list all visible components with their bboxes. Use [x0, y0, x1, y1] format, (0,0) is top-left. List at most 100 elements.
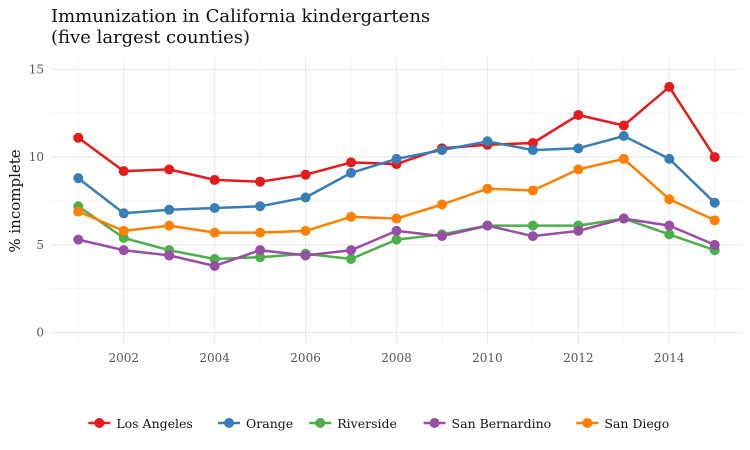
data-point-orange	[664, 153, 675, 164]
data-point-orange	[300, 192, 311, 203]
data-point-los-angeles	[255, 176, 266, 187]
data-point-riverside	[255, 252, 266, 263]
x-tick-label: 2004	[199, 351, 230, 365]
legend-item-riverside: Riverside	[309, 416, 397, 431]
y-tick-label: 15	[29, 62, 44, 76]
data-point-los-angeles	[209, 174, 220, 185]
data-point-orange	[391, 153, 402, 164]
legend-key-point	[224, 418, 235, 428]
data-point-orange	[573, 143, 584, 154]
y-axis-label: % incomplete	[6, 149, 24, 252]
legend-label: Orange	[246, 416, 293, 431]
data-point-los-angeles	[118, 166, 129, 177]
data-point-san-diego	[209, 227, 220, 238]
legend-key-point	[315, 418, 326, 428]
data-point-los-angeles	[346, 157, 357, 168]
data-point-san-diego	[709, 215, 720, 226]
data-point-riverside	[527, 220, 538, 231]
y-tick-label: 0	[36, 326, 44, 340]
x-tick-label: 2012	[563, 351, 594, 365]
data-point-san-bernardino	[527, 231, 538, 242]
legend-label: Riverside	[337, 416, 397, 431]
x-tick-label: 2002	[108, 351, 139, 365]
data-point-orange	[482, 136, 493, 147]
data-point-san-bernardino	[391, 225, 402, 236]
data-point-orange	[527, 145, 538, 156]
data-point-orange	[73, 173, 84, 184]
data-point-san-bernardino	[300, 250, 311, 261]
data-point-san-diego	[164, 220, 175, 231]
y-tick-label: 5	[36, 238, 44, 252]
x-axis-ticks: 2002 2004 2006 2008 2010 2012 2014	[108, 351, 684, 365]
x-tick-label: 2010	[472, 351, 503, 365]
legend-item-orange: Orange	[218, 416, 293, 431]
chart-subtitle: (five largest counties)	[51, 27, 250, 48]
data-point-san-bernardino	[482, 220, 493, 231]
y-axis-ticks: 0 5 10 15	[29, 62, 44, 339]
data-point-san-bernardino	[664, 220, 675, 231]
data-point-orange	[709, 197, 720, 208]
legend-key-point	[582, 418, 593, 428]
chart-title: Immunization in California kindergartens	[51, 6, 430, 27]
data-point-riverside	[118, 232, 129, 243]
data-point-los-angeles	[73, 132, 84, 143]
series-san-bernardino	[73, 213, 720, 271]
data-point-san-bernardino	[346, 245, 357, 256]
legend-item-san-diego: San Diego	[576, 416, 669, 431]
data-point-san-diego	[527, 185, 538, 196]
data-point-los-angeles	[664, 81, 675, 92]
data-point-los-angeles	[300, 169, 311, 180]
data-point-san-bernardino	[436, 231, 447, 242]
data-point-san-diego	[255, 227, 266, 238]
y-tick-label: 10	[29, 150, 44, 164]
data-point-san-diego	[391, 213, 402, 224]
data-point-los-angeles	[709, 152, 720, 163]
data-point-san-bernardino	[73, 234, 84, 245]
series-orange	[73, 131, 720, 219]
data-point-orange	[618, 131, 629, 142]
data-point-san-bernardino	[255, 245, 266, 256]
data-point-san-bernardino	[573, 225, 584, 236]
data-point-los-angeles	[618, 120, 629, 131]
data-point-riverside	[391, 234, 402, 245]
data-point-san-diego	[573, 164, 584, 175]
series-san-diego	[73, 153, 720, 238]
data-point-san-diego	[664, 194, 675, 205]
data-point-los-angeles	[164, 164, 175, 175]
legend: Los Angeles Orange Riverside San Bernardino…	[88, 416, 669, 431]
data-point-san-diego	[118, 225, 129, 236]
data-point-riverside	[346, 253, 357, 264]
data-point-orange	[346, 167, 357, 178]
legend-key-point	[429, 418, 440, 428]
series-layer	[73, 81, 720, 271]
x-tick-label: 2008	[381, 351, 412, 365]
data-point-san-diego	[300, 225, 311, 236]
data-point-orange	[209, 203, 220, 214]
legend-item-los-angeles: Los Angeles	[88, 416, 193, 431]
data-point-san-bernardino	[164, 250, 175, 261]
data-point-los-angeles	[527, 138, 538, 149]
data-point-san-diego	[436, 199, 447, 210]
data-point-san-diego	[73, 206, 84, 217]
data-point-san-bernardino	[618, 213, 629, 224]
x-tick-label: 2006	[290, 351, 321, 365]
data-point-riverside	[209, 253, 220, 264]
legend-key-point	[94, 418, 105, 428]
legend-label: San Diego	[604, 416, 669, 431]
legend-label: Los Angeles	[116, 416, 193, 431]
legend-label: San Bernardino	[452, 416, 552, 431]
data-point-san-bernardino	[209, 260, 220, 271]
data-point-riverside	[664, 229, 675, 240]
data-point-san-bernardino	[709, 239, 720, 250]
data-point-san-diego	[482, 183, 493, 194]
data-point-san-diego	[618, 153, 629, 164]
legend-item-san-bernardino: San Bernardino	[423, 416, 552, 431]
data-point-orange	[436, 145, 447, 156]
data-point-san-diego	[346, 211, 357, 222]
data-point-los-angeles	[573, 109, 584, 120]
data-point-orange	[255, 201, 266, 212]
data-point-orange	[118, 208, 129, 219]
data-point-orange	[164, 204, 175, 215]
x-tick-label: 2014	[654, 351, 685, 365]
